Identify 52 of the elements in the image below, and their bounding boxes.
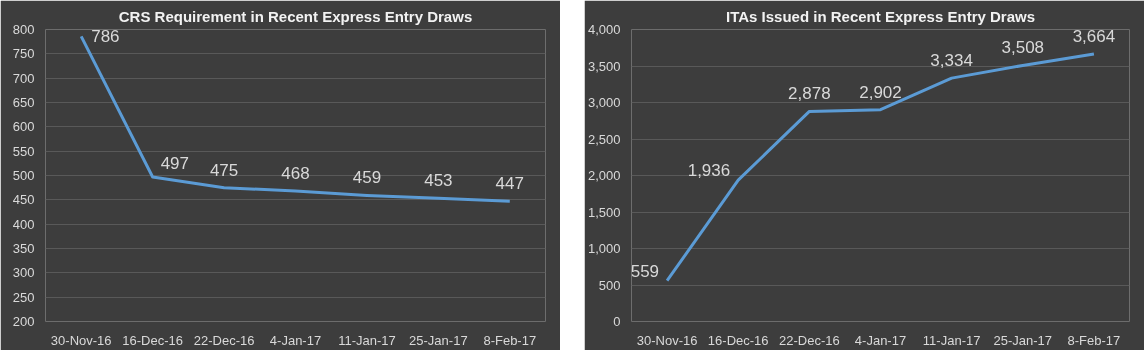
y-tick-label: 500 xyxy=(598,277,621,293)
data-label: 475 xyxy=(209,160,239,180)
x-tick-label: 25-Jan-17 xyxy=(993,332,1053,348)
y-tick-label: 700 xyxy=(12,70,35,86)
y-tick-label: 3,000 xyxy=(587,95,621,110)
data-label: 786 xyxy=(91,27,120,47)
data-label: 453 xyxy=(424,171,453,191)
x-tick-label: 16-Dec-16 xyxy=(707,332,769,348)
y-tick-label: 800 xyxy=(12,22,35,37)
data-label: 3,664 xyxy=(1072,27,1116,47)
x-tick-label: 11-Jan-17 xyxy=(338,332,396,348)
y-tick-label: 0 xyxy=(613,314,621,329)
y-tick-label: 2,000 xyxy=(587,168,621,183)
chart-title: ITAs Issued in Recent Express Entry Draws xyxy=(726,7,1036,25)
x-tick-label: 11-Jan-17 xyxy=(922,332,981,348)
data-label: 2,878 xyxy=(788,84,831,104)
data-label: 468 xyxy=(281,164,310,184)
data-label: 3,334 xyxy=(930,51,973,71)
y-tick-label: 650 xyxy=(12,95,35,110)
y-tick-label: 300 xyxy=(12,265,35,281)
y-tick-label: 1,500 xyxy=(587,204,621,220)
y-tick-label: 2,500 xyxy=(587,131,621,147)
y-tick-label: 350 xyxy=(12,241,35,256)
data-label: 559 xyxy=(630,261,660,281)
y-tick-label: 200 xyxy=(12,314,35,329)
y-tick-label: 4,000 xyxy=(587,22,621,37)
y-tick-label: 1,000 xyxy=(587,241,621,256)
x-tick-label: 30-Nov-16 xyxy=(636,332,698,348)
x-tick-label: 22-Dec-16 xyxy=(193,332,255,348)
data-label: 1,936 xyxy=(687,161,731,181)
x-tick-label: 30-Nov-16 xyxy=(50,332,112,348)
x-tick-label: 4-Jan-17 xyxy=(269,332,322,348)
data-label: 497 xyxy=(160,153,190,173)
y-tick-label: 500 xyxy=(12,168,35,183)
y-tick-label: 450 xyxy=(12,192,35,208)
data-label: 459 xyxy=(352,168,382,188)
y-tick-label: 750 xyxy=(12,46,35,62)
data-label: 3,508 xyxy=(1001,38,1045,58)
x-tick-label: 8-Feb-17 xyxy=(483,332,537,348)
x-tick-label: 25-Jan-17 xyxy=(409,332,468,348)
y-tick-label: 250 xyxy=(12,289,35,305)
chart-title: CRS Requirement in Recent Express Entry Draws xyxy=(118,7,473,25)
x-tick-label: 16-Dec-16 xyxy=(122,332,183,348)
x-tick-label: 4-Jan-17 xyxy=(854,332,907,348)
x-tick-label: 8-Feb-17 xyxy=(1067,332,1121,348)
y-tick-label: 550 xyxy=(12,143,35,159)
y-tick-label: 600 xyxy=(12,119,35,135)
y-tick-label: 400 xyxy=(12,216,35,232)
x-tick-label: 22-Dec-16 xyxy=(779,332,840,348)
data-label: 447 xyxy=(495,174,524,194)
y-tick-label: 3,500 xyxy=(587,58,621,74)
data-label: 2,902 xyxy=(859,82,902,102)
